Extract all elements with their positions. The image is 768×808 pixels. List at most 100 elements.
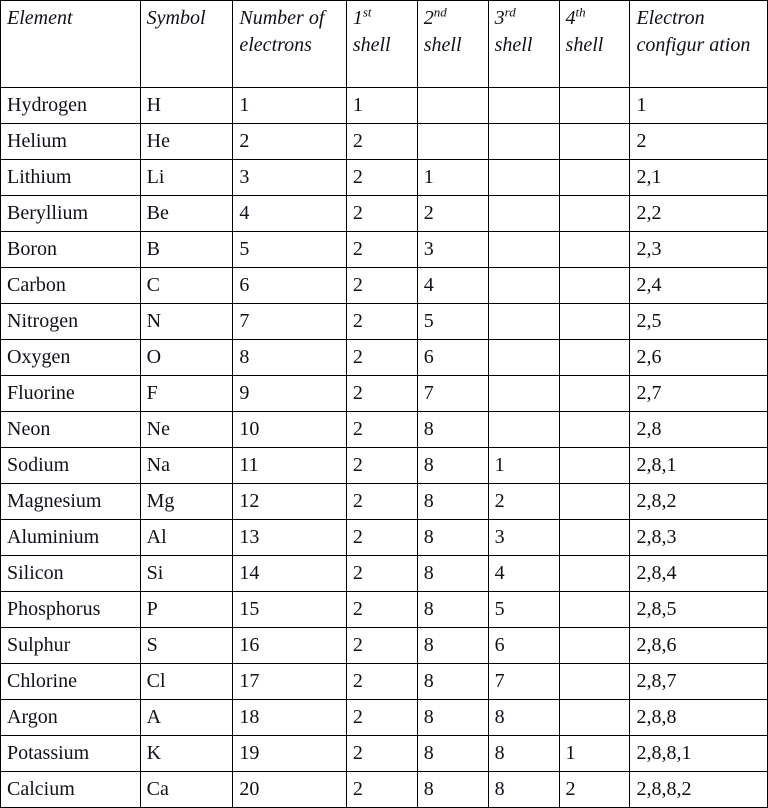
cell-symbol: H (140, 88, 233, 124)
cell-element: Sodium (1, 448, 141, 484)
cell-electrons: 17 (233, 664, 346, 700)
cell-config: 1 (630, 88, 768, 124)
cell-element: Neon (1, 412, 141, 448)
table-row: SulphurS162862,8,6 (1, 628, 768, 664)
cell-element: Aluminium (1, 520, 141, 556)
cell-element: Oxygen (1, 340, 141, 376)
cell-s3: 8 (488, 772, 559, 808)
cell-symbol: B (140, 232, 233, 268)
cell-s4 (559, 484, 630, 520)
cell-s2: 8 (417, 448, 488, 484)
cell-element: Argon (1, 700, 141, 736)
cell-s1: 2 (346, 268, 417, 304)
cell-s1: 2 (346, 412, 417, 448)
cell-s1: 2 (346, 160, 417, 196)
cell-s4: 2 (559, 772, 630, 808)
cell-s1: 2 (346, 124, 417, 160)
cell-s2: 5 (417, 304, 488, 340)
cell-config: 2 (630, 124, 768, 160)
cell-symbol: Si (140, 556, 233, 592)
cell-symbol: Mg (140, 484, 233, 520)
cell-symbol: Li (140, 160, 233, 196)
cell-config: 2,8,8,2 (630, 772, 768, 808)
cell-element: Potassium (1, 736, 141, 772)
cell-config: 2,4 (630, 268, 768, 304)
cell-s3 (488, 160, 559, 196)
cell-s4 (559, 304, 630, 340)
cell-symbol: Ne (140, 412, 233, 448)
cell-s2: 8 (417, 736, 488, 772)
cell-electrons: 9 (233, 376, 346, 412)
cell-symbol: Na (140, 448, 233, 484)
cell-element: Hydrogen (1, 88, 141, 124)
cell-electrons: 15 (233, 592, 346, 628)
cell-s4 (559, 268, 630, 304)
cell-s1: 2 (346, 592, 417, 628)
cell-s3: 1 (488, 448, 559, 484)
table-row: ArgonA182882,8,8 (1, 700, 768, 736)
table-row: NitrogenN7252,5 (1, 304, 768, 340)
cell-symbol: F (140, 376, 233, 412)
cell-electrons: 20 (233, 772, 346, 808)
cell-s3: 5 (488, 592, 559, 628)
cell-config: 2,8,7 (630, 664, 768, 700)
cell-electrons: 13 (233, 520, 346, 556)
cell-s3 (488, 88, 559, 124)
cell-config: 2,8,8 (630, 700, 768, 736)
cell-s2: 8 (417, 592, 488, 628)
cell-symbol: Cl (140, 664, 233, 700)
cell-electrons: 19 (233, 736, 346, 772)
table-header: ElementSymbolNumber of electrons1st shel… (1, 1, 768, 88)
cell-s4 (559, 88, 630, 124)
cell-s2: 8 (417, 772, 488, 808)
cell-element: Nitrogen (1, 304, 141, 340)
cell-config: 2,8,6 (630, 628, 768, 664)
cell-electrons: 2 (233, 124, 346, 160)
cell-element: Chlorine (1, 664, 141, 700)
cell-s3: 8 (488, 700, 559, 736)
cell-config: 2,8,2 (630, 484, 768, 520)
cell-s4 (559, 196, 630, 232)
cell-s3 (488, 232, 559, 268)
cell-electrons: 5 (233, 232, 346, 268)
cell-s2: 3 (417, 232, 488, 268)
cell-s2 (417, 124, 488, 160)
cell-s2: 7 (417, 376, 488, 412)
cell-element: Beryllium (1, 196, 141, 232)
cell-electrons: 1 (233, 88, 346, 124)
table-row: PhosphorusP152852,8,5 (1, 592, 768, 628)
table-row: LithiumLi3212,1 (1, 160, 768, 196)
col-header-s3: 3rd shell (488, 1, 559, 88)
table-row: CarbonC6242,4 (1, 268, 768, 304)
cell-config: 2,8 (630, 412, 768, 448)
table-row: BerylliumBe4222,2 (1, 196, 768, 232)
table-row: HydrogenH111 (1, 88, 768, 124)
cell-s4 (559, 556, 630, 592)
cell-s1: 2 (346, 448, 417, 484)
table-row: SiliconSi142842,8,4 (1, 556, 768, 592)
cell-s4 (559, 160, 630, 196)
cell-s3: 7 (488, 664, 559, 700)
cell-s2: 1 (417, 160, 488, 196)
cell-symbol: S (140, 628, 233, 664)
cell-electrons: 12 (233, 484, 346, 520)
cell-s1: 2 (346, 196, 417, 232)
cell-element: Boron (1, 232, 141, 268)
cell-symbol: P (140, 592, 233, 628)
cell-s4 (559, 412, 630, 448)
col-header-s1: 1st shell (346, 1, 417, 88)
cell-element: Calcium (1, 772, 141, 808)
cell-electrons: 4 (233, 196, 346, 232)
cell-s4 (559, 232, 630, 268)
table-row: BoronB5232,3 (1, 232, 768, 268)
cell-symbol: He (140, 124, 233, 160)
cell-s1: 2 (346, 700, 417, 736)
electron-config-table: ElementSymbolNumber of electrons1st shel… (0, 0, 768, 808)
cell-s3 (488, 376, 559, 412)
cell-s2: 8 (417, 556, 488, 592)
cell-s2: 8 (417, 520, 488, 556)
cell-electrons: 3 (233, 160, 346, 196)
cell-element: Silicon (1, 556, 141, 592)
cell-s3 (488, 412, 559, 448)
table-row: HeliumHe222 (1, 124, 768, 160)
